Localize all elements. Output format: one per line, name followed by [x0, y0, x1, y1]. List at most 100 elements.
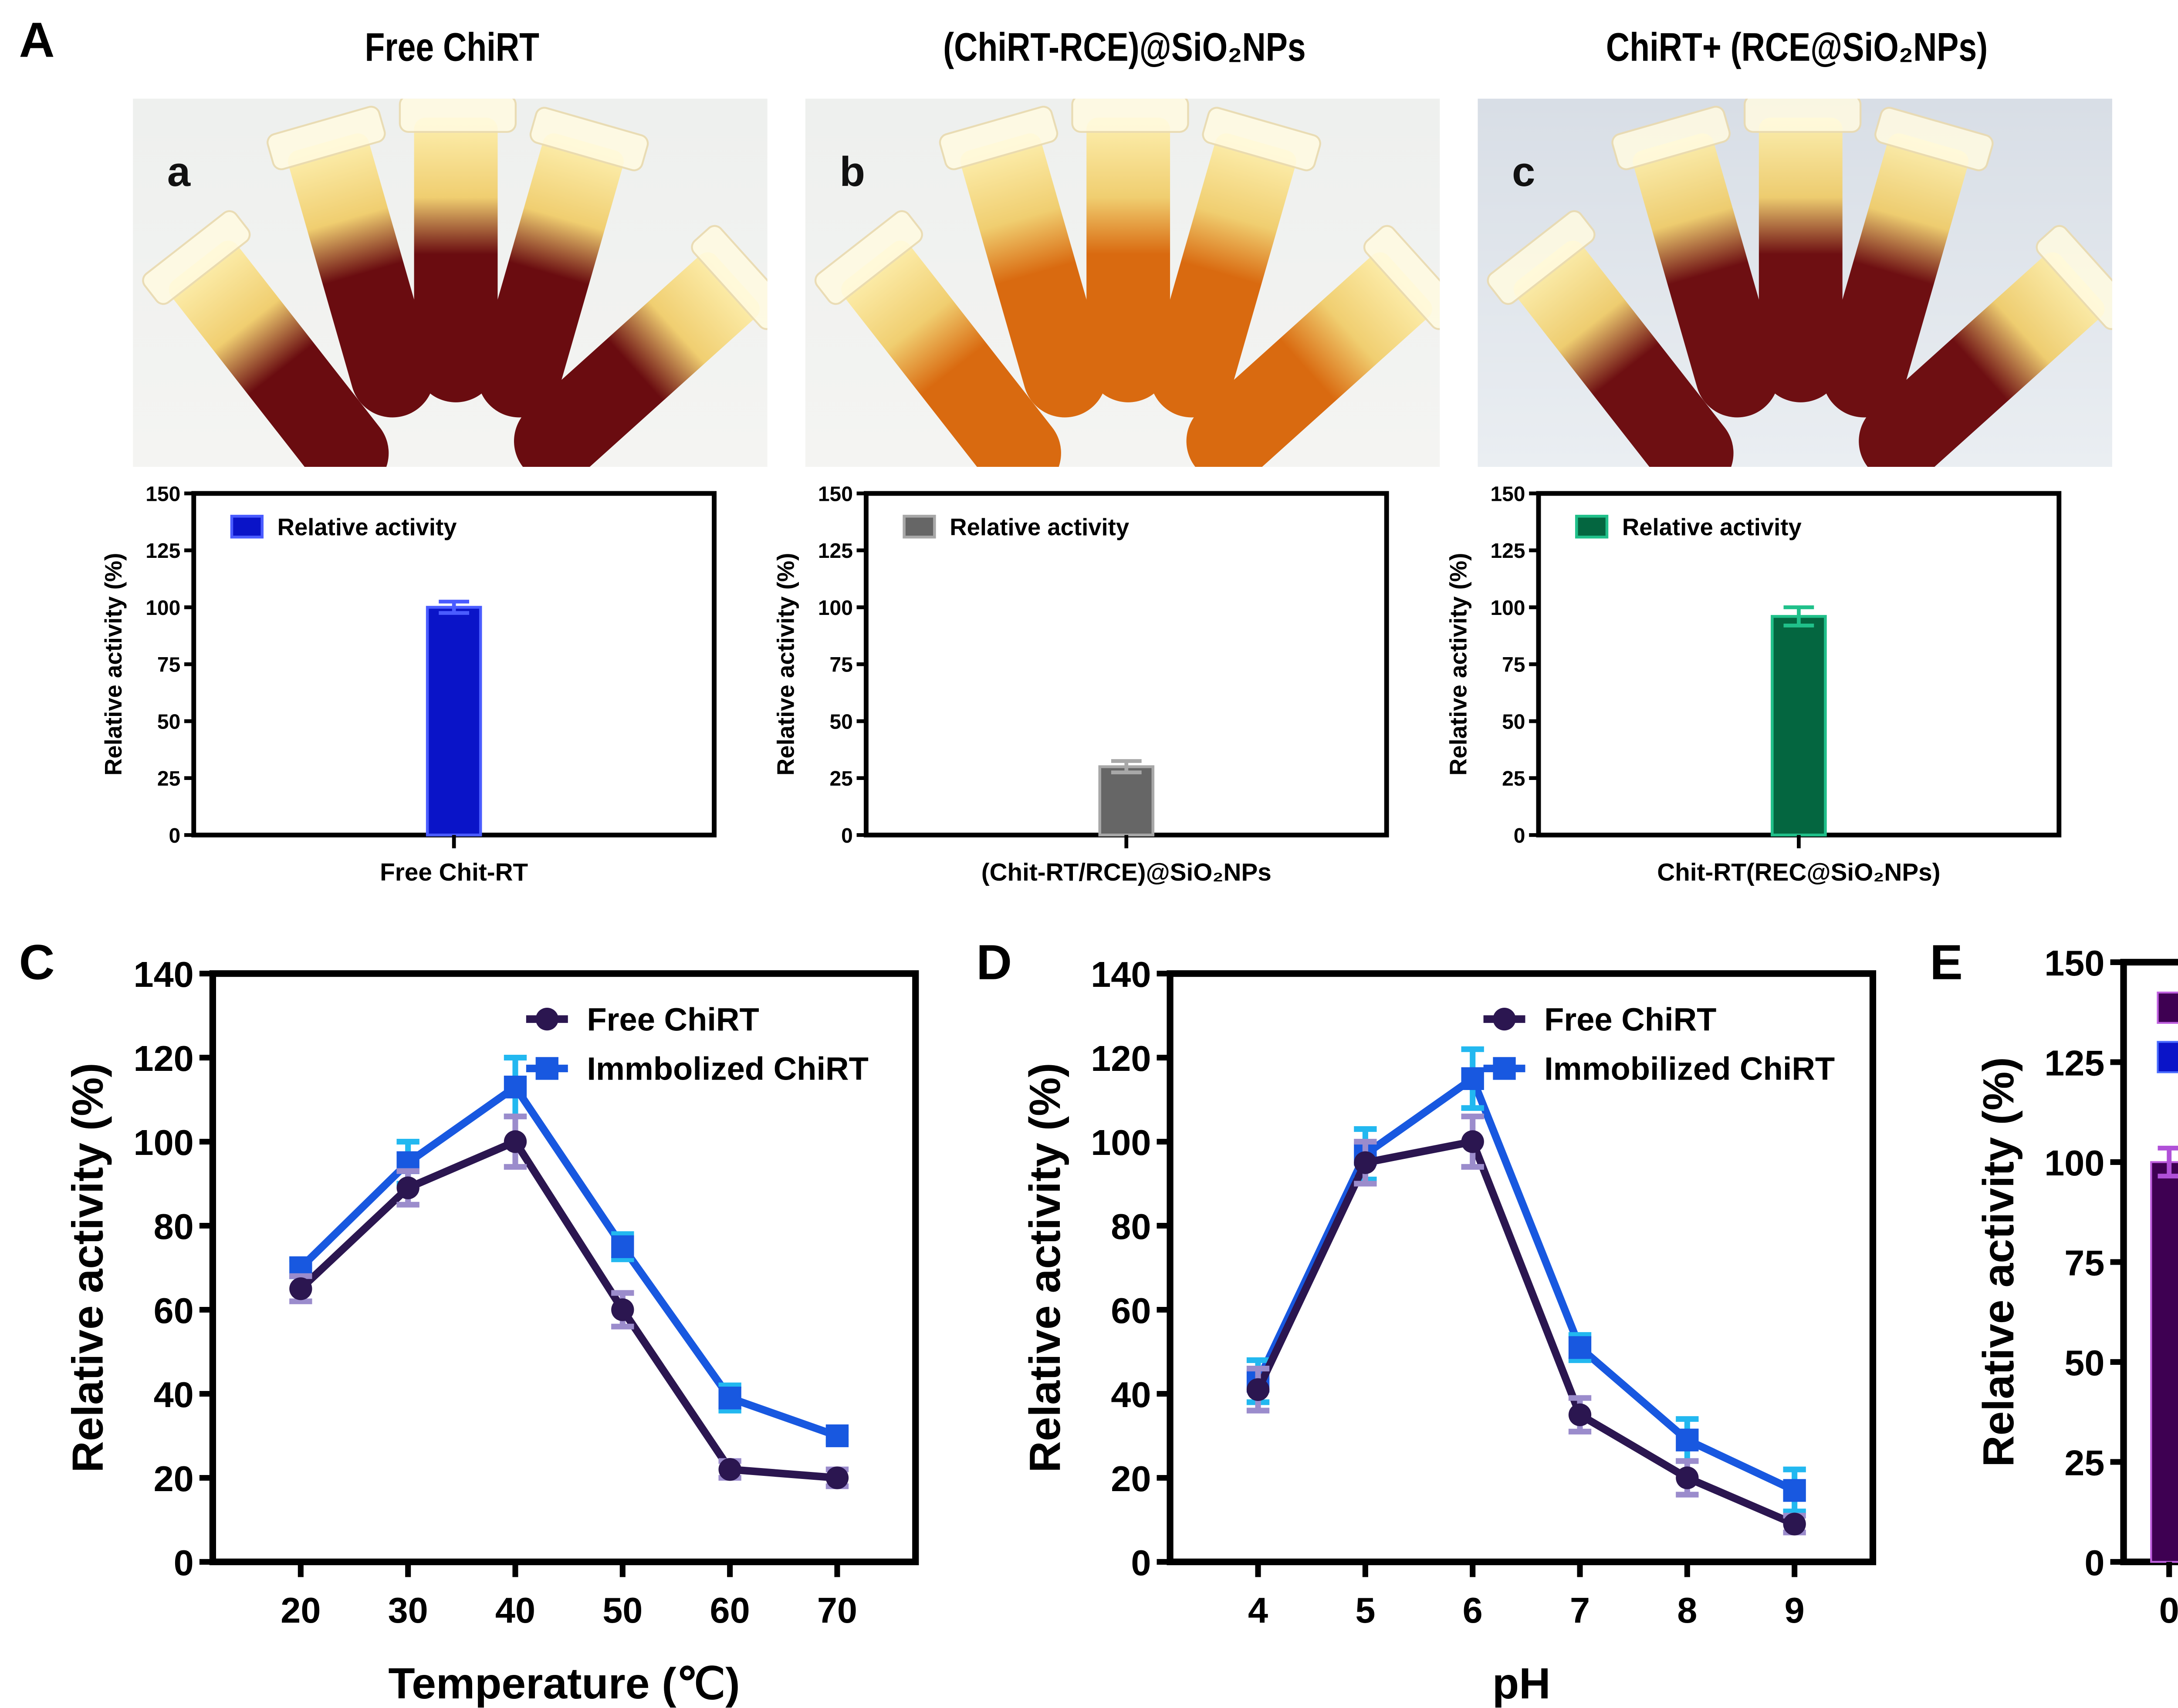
y-tick-label: 140	[1091, 954, 1151, 995]
x-tick-label: 70	[817, 1590, 857, 1630]
data-point	[289, 1277, 312, 1300]
data-point	[825, 1466, 849, 1489]
y-tick-label: 75	[830, 654, 853, 677]
bar	[1771, 615, 1827, 837]
legend-label: Immbolized ChiRT	[587, 1051, 868, 1087]
tube-cap	[1872, 105, 1996, 174]
y-tick-label: 25	[157, 767, 180, 790]
y-tick-label: 100	[145, 597, 180, 620]
y-tick-label: 50	[1502, 710, 1525, 733]
data-point	[1461, 1067, 1484, 1090]
y-tick-label: 75	[1502, 654, 1525, 677]
panel-a-title-a: Free ChiRT	[365, 27, 540, 71]
data-point	[611, 1235, 634, 1258]
legend-label: Relative activity	[950, 514, 1129, 540]
tube-cap	[264, 103, 388, 172]
panel-a-column-a: Free ChiRT a 0 25 50 75 100 125 150 Relative acti…	[100, 0, 775, 911]
y-tick-label: 80	[154, 1206, 194, 1247]
x-tick-label: 4	[1248, 1590, 1268, 1630]
legend-swatch	[903, 515, 936, 539]
tube-cap	[1200, 105, 1324, 174]
y-tick-label: 150	[145, 483, 180, 506]
tube	[1743, 98, 1862, 402]
chart-d-ph: 0 20 40 60 80 100 120 140 4 5 6 7 8 9 pH Relative activ…	[1021, 954, 1877, 1708]
panel-a-title-c: ChiRT+ (RCE@SiO₂NPs)	[1606, 27, 1988, 71]
tubes-photo-c: c	[1478, 98, 2112, 467]
y-axis-label: Relative activity (%)	[773, 553, 799, 776]
data-point	[1783, 1512, 1806, 1536]
y-tick-label: 0	[174, 1543, 194, 1583]
y-axis-label: Relative activity (%)	[1445, 553, 1471, 776]
data-point	[1676, 1466, 1699, 1489]
x-axis-label: Temperature (℃)	[388, 1659, 740, 1708]
y-axis-label: Relative activity (%)	[1974, 1057, 2023, 1467]
y-tick-label: 150	[818, 483, 853, 506]
photo-sublabel-a: a	[167, 148, 191, 196]
y-tick-label: 0	[169, 824, 181, 847]
y-tick-label: 0	[2084, 1543, 2104, 1583]
x-tick-label: 0	[2159, 1590, 2178, 1630]
data-point	[396, 1176, 419, 1199]
x-tick-label: 5	[1355, 1590, 1375, 1630]
panel-a-letter: A	[19, 11, 55, 68]
tube-cap	[399, 98, 517, 133]
tube-cap	[687, 221, 768, 334]
data-point	[1568, 1336, 1592, 1359]
y-tick-label: 150	[1490, 483, 1525, 506]
legend-label: Relative activity	[277, 514, 457, 540]
data-point	[1461, 1130, 1484, 1153]
y-tick-label: 120	[1091, 1038, 1151, 1079]
bar	[426, 606, 482, 837]
y-tick-label: 0	[1514, 824, 1525, 847]
y-tick-label: 25	[830, 767, 853, 790]
panel-d-letter: D	[976, 934, 1012, 991]
data-point	[1246, 1378, 1270, 1401]
legend-marker	[1493, 1057, 1516, 1080]
panel-c-letter: C	[19, 934, 55, 991]
tube-cap	[138, 206, 255, 309]
x-tick-label: 40	[495, 1590, 535, 1630]
y-tick-label: 75	[2064, 1242, 2104, 1283]
y-tick-label: 60	[1111, 1290, 1151, 1331]
y-tick-label: 125	[145, 540, 180, 563]
y-tick-label: 125	[2044, 1043, 2104, 1083]
tubes-photo-b: b	[805, 98, 1440, 467]
y-tick-label: 0	[841, 824, 853, 847]
panel-a-bar-chart-b: 0 25 50 75 100 125 150 Relative activity (%) (Ch…	[773, 483, 1389, 886]
x-tick-label: 60	[710, 1590, 750, 1630]
tube-cap	[1071, 98, 1189, 133]
data-point	[1568, 1403, 1592, 1426]
tube-cap	[811, 206, 927, 309]
y-tick-label: 50	[2064, 1343, 2104, 1383]
series-line-free	[1255, 1137, 1796, 1528]
plot-frame	[209, 970, 919, 1566]
y-axis-label: Relative activity (%)	[63, 1063, 112, 1472]
x-tick-label: 6	[1463, 1590, 1483, 1630]
data-point	[1783, 1479, 1806, 1502]
data-point	[718, 1458, 741, 1481]
legend-swatch	[2157, 991, 2178, 1024]
y-tick-label: 40	[1111, 1374, 1151, 1415]
series-line-free	[298, 1137, 838, 1482]
x-tick-label: Chit-RT(REC@SiO₂NPs)	[1657, 859, 1940, 886]
legend-marker	[535, 1057, 558, 1080]
y-tick-label: 125	[1490, 540, 1525, 563]
chart-c-temperature: 0 20 40 60 80 100 120 140 20 30 40 50 60 70 Temperatur…	[63, 954, 919, 1708]
x-tick-label: (Chit-RT/RCE)@SiO₂NPs	[981, 859, 1272, 886]
panel-a-bar-chart-c: 0 25 50 75 100 125 150 Relative activity (%) Chi…	[1445, 483, 2062, 886]
x-tick-label: 7	[1570, 1590, 1590, 1630]
data-point	[1354, 1151, 1377, 1174]
legend-label: Relative activity	[1622, 514, 1802, 540]
y-tick-label: 50	[157, 710, 180, 733]
y-tick-label: 100	[2044, 1143, 2104, 1183]
y-tick-label: 0	[1131, 1543, 1151, 1583]
plot-frame	[2120, 959, 2178, 1566]
tube-cap	[1743, 98, 1862, 133]
photo-sublabel-b: b	[839, 148, 866, 196]
y-tick-label: 100	[134, 1122, 194, 1163]
y-tick-label: 150	[2044, 943, 2104, 983]
x-tick-label: 8	[1677, 1590, 1697, 1630]
y-tick-label: 20	[154, 1458, 194, 1499]
panel-a-title-b: (ChiRT-RCE)@SiO₂NPs	[943, 27, 1306, 71]
